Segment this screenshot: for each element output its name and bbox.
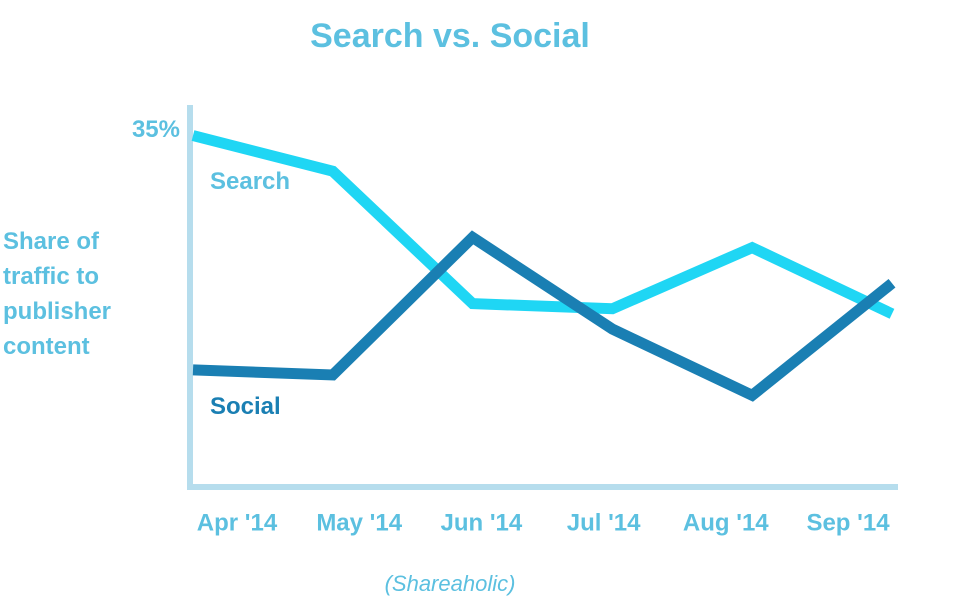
series-line <box>191 130 895 319</box>
source: (Shareaholic) <box>385 571 516 596</box>
x-tick-label: Jul '14 <box>567 509 641 536</box>
chart-title: Search vs. Social <box>310 17 590 55</box>
x-tick-label: May '14 <box>316 509 402 536</box>
x-tick-label: Aug '14 <box>683 509 769 536</box>
x-tick-label: Apr '14 <box>197 509 278 536</box>
x-tick-label: Jun '14 <box>441 509 523 536</box>
y-tick-label: 35% <box>132 116 180 143</box>
x-tick-label: Sep '14 <box>806 509 890 536</box>
y-axis-label: Share of traffic to publisher content <box>3 228 112 360</box>
series-label: Search <box>210 168 290 195</box>
series-line <box>192 230 896 402</box>
series-label: Social <box>210 393 281 420</box>
